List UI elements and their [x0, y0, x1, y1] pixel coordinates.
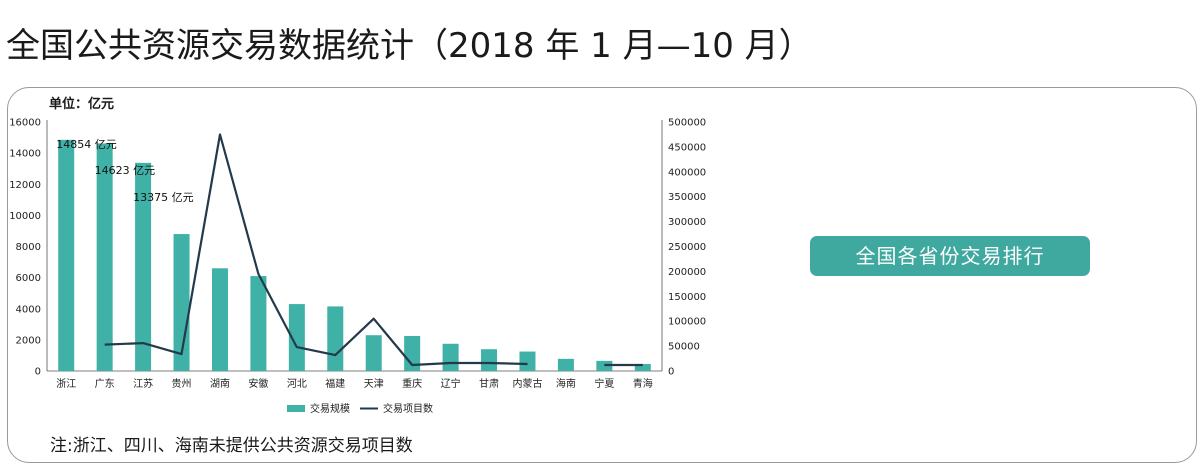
y-left-tick-label: 0 — [35, 367, 41, 378]
bar — [442, 343, 459, 371]
y-right-tick-label: 500000 — [668, 118, 706, 129]
y-right-tick-label: 300000 — [668, 217, 706, 228]
unit-label: 单位：亿元 — [49, 97, 115, 112]
y-left-tick-label: 14000 — [9, 149, 41, 160]
bar — [481, 349, 498, 371]
legend-label: 交易规模 — [310, 402, 350, 415]
y-left-tick-label: 4000 — [16, 304, 41, 315]
data-label: 13375 亿元 — [133, 191, 194, 204]
bar — [250, 276, 267, 371]
y-right-tick-label: 200000 — [668, 267, 706, 278]
bar — [135, 162, 152, 371]
line-series — [104, 133, 528, 367]
x-tick-label: 广东 — [95, 377, 115, 390]
x-tick-label: 河北 — [287, 378, 307, 390]
bar — [96, 143, 113, 371]
x-tick-label: 甘肃 — [479, 377, 499, 390]
bar — [211, 268, 228, 371]
y-left-tick-label: 6000 — [16, 273, 41, 284]
y-right-tick-label: 150000 — [668, 292, 706, 303]
x-tick-label: 重庆 — [402, 377, 422, 390]
y-left-tick-label: 10000 — [9, 211, 41, 222]
y-right-tick-label: 50000 — [668, 342, 700, 353]
x-tick-label: 内蒙古 — [512, 377, 542, 390]
y-left-tick-label: 2000 — [16, 335, 41, 346]
x-tick-label: 宁夏 — [594, 377, 614, 390]
x-tick-label: 浙江 — [56, 378, 76, 390]
bar — [288, 304, 305, 371]
bar — [634, 363, 651, 371]
x-tick-label: 辽宁 — [441, 377, 461, 390]
y-right-tick-label: 400000 — [668, 167, 706, 178]
x-tick-label: 湖南 — [210, 377, 230, 390]
bar — [404, 335, 421, 371]
data-label: 14623 亿元 — [95, 164, 156, 177]
chart-frame — [7, 87, 1197, 463]
y-right-tick-label: 250000 — [668, 242, 706, 253]
legend-bar-swatch — [287, 405, 305, 412]
y-left-tick-label: 16000 — [9, 118, 41, 129]
footnote: 注:浙江、四川、海南未提供公共资源交易项目数 — [50, 436, 413, 456]
ranking-badge: 全国各省份交易排行 — [810, 236, 1090, 276]
bar — [58, 139, 75, 371]
x-tick-label: 江苏 — [133, 377, 153, 390]
y-right-tick-label: 450000 — [668, 142, 706, 153]
x-tick-label: 福建 — [325, 377, 345, 390]
y-left-tick-label: 12000 — [9, 180, 41, 191]
bar — [327, 306, 344, 371]
x-tick-label: 安徽 — [248, 377, 268, 390]
y-left-tick-label: 8000 — [16, 242, 41, 253]
x-tick-label: 青海 — [633, 377, 653, 390]
x-tick-label: 天津 — [364, 378, 384, 390]
x-tick-label: 贵州 — [172, 377, 192, 390]
y-right-tick-label: 100000 — [668, 317, 706, 328]
y-right-tick-label: 350000 — [668, 192, 706, 203]
page-title: 全国公共资源交易数据统计（2018 年 1 月—10 月） — [6, 26, 813, 66]
bar — [557, 358, 574, 371]
bar — [365, 335, 382, 371]
data-label: 14854 亿元 — [56, 138, 117, 151]
legend-label: 交易项目数 — [383, 402, 433, 415]
x-tick-label: 海南 — [556, 377, 576, 390]
bar — [519, 351, 536, 371]
y-right-tick-label: 0 — [668, 367, 674, 378]
